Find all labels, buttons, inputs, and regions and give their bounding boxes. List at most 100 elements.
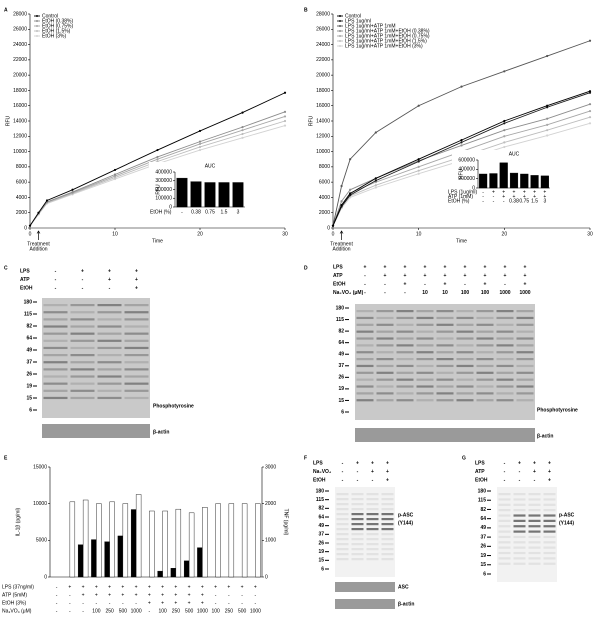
- blot-band: [356, 358, 374, 361]
- blot-band: [356, 330, 374, 333]
- mw-marker: 15: [318, 558, 324, 564]
- blot-band: [476, 371, 494, 374]
- data-point: [283, 110, 287, 113]
- blot-band: [366, 493, 379, 496]
- blot-band: [516, 371, 534, 374]
- bar: [241, 503, 248, 578]
- row-cell: +: [174, 592, 177, 598]
- blot-band: [124, 332, 149, 335]
- blot-band: [528, 535, 541, 539]
- bar: [162, 510, 168, 578]
- lane-cell: +: [484, 264, 487, 270]
- blot-band: [43, 311, 68, 314]
- lane-cell: 10: [422, 290, 428, 296]
- annotation: Addition: [333, 246, 351, 252]
- blot-band: [396, 378, 414, 381]
- row-cell: -: [255, 592, 257, 598]
- mw-marker: 180: [24, 299, 33, 305]
- blot-band: [496, 385, 514, 388]
- bar: [540, 175, 549, 189]
- lane-cell: +: [384, 264, 387, 270]
- lane-cell: 1000: [519, 290, 530, 296]
- row-cell: 250: [225, 608, 234, 614]
- blot-band: [366, 543, 379, 546]
- y-tick-label: 18000: [316, 88, 330, 94]
- blot-band: [70, 354, 95, 357]
- blot-band: [351, 553, 364, 556]
- blot-band: [376, 337, 394, 340]
- blot-band: [476, 364, 494, 368]
- row-cell: +: [523, 189, 526, 195]
- blot-band: [351, 513, 364, 516]
- lane-cell: -: [364, 281, 366, 287]
- blot-band: [376, 385, 394, 388]
- row-label: EtOH (%): [150, 209, 172, 215]
- blot-label: p-ASC: [559, 512, 575, 518]
- data-point: [198, 142, 202, 146]
- mw-marker: 19: [26, 383, 32, 389]
- blot-band: [476, 344, 494, 347]
- y-tick-label: 600000: [458, 157, 475, 163]
- blot-band: [456, 399, 474, 402]
- blot-band: [476, 330, 494, 333]
- blot-band: [351, 503, 364, 506]
- blot-band: [396, 364, 414, 368]
- y-tick-label: 400000: [458, 167, 475, 173]
- blot-band: [476, 358, 494, 361]
- row-cell: 3: [237, 209, 240, 215]
- y-tick-label: 0: [24, 225, 27, 231]
- blot-band: [528, 503, 541, 506]
- blot-band: [70, 389, 95, 392]
- mw-marker: 37: [26, 359, 32, 365]
- legend-label: LPS 1ug/ml+ATP 1mM+EtOH (0.38%): [345, 28, 430, 34]
- bar: [202, 507, 208, 578]
- lane-cell: -: [357, 477, 359, 483]
- x-tick-label: 10: [416, 231, 422, 237]
- blot-band: [97, 346, 122, 350]
- blot-band: [496, 310, 514, 313]
- blot-band: [436, 337, 454, 340]
- lane-cell: +: [404, 281, 407, 287]
- y-tick-label: 2000: [16, 210, 27, 216]
- mw-marker: 37: [480, 534, 486, 540]
- bar: [228, 503, 235, 578]
- blot-band: [381, 493, 394, 496]
- blot-band: [498, 514, 511, 517]
- mw-marker: 64: [480, 516, 486, 522]
- blot-band: [336, 538, 349, 541]
- lane-cell: -: [504, 469, 506, 475]
- blot-band: [376, 371, 394, 374]
- y-tick-label: 24000: [13, 42, 27, 48]
- lane-cell: +: [424, 273, 427, 279]
- data-point: [198, 140, 202, 143]
- blot-band: [513, 551, 526, 555]
- data-point: [374, 131, 377, 134]
- data-point: [417, 104, 420, 107]
- blot-band: [396, 371, 414, 374]
- y-axis-label: RFU: [155, 184, 161, 195]
- row-cell: +: [135, 584, 138, 590]
- blot-band: [366, 513, 379, 516]
- row-label: EtOH (%): [448, 198, 470, 204]
- blot-label: p-ASC: [398, 512, 414, 518]
- mw-marker: 15: [338, 398, 344, 404]
- bar: [170, 568, 177, 578]
- blot-band: [366, 553, 379, 556]
- legend-label: Control: [42, 13, 58, 19]
- x-tick-label: 20: [502, 231, 508, 237]
- blot-band: [97, 389, 122, 392]
- blot-band: [336, 543, 349, 546]
- lane-cell: -: [109, 285, 111, 291]
- lane-cell: -: [519, 477, 521, 483]
- blot-band: [124, 389, 149, 392]
- blot-band: [396, 330, 414, 333]
- blot-label: β-actin: [153, 429, 169, 435]
- row-cell: -: [255, 600, 257, 606]
- x-axis-label: Time: [456, 238, 467, 244]
- row-cell: 0.38: [509, 198, 519, 204]
- mw-marker: 15: [26, 395, 32, 401]
- x-tick-label: 30: [282, 231, 288, 237]
- mw-marker: 82: [338, 328, 344, 334]
- blot-band: [70, 382, 95, 385]
- blot-band: [496, 378, 514, 381]
